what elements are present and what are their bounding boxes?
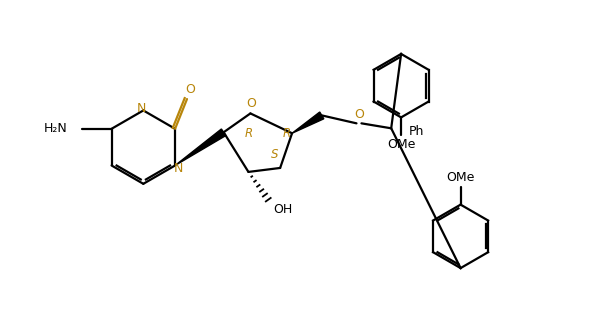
- Text: O: O: [355, 108, 364, 121]
- Text: OH: OH: [273, 203, 293, 216]
- Polygon shape: [175, 129, 226, 165]
- Text: R: R: [245, 127, 252, 140]
- Text: N: N: [137, 102, 146, 115]
- Text: O: O: [185, 83, 195, 96]
- Text: R: R: [283, 127, 291, 140]
- Text: N: N: [173, 162, 183, 175]
- Polygon shape: [292, 112, 324, 133]
- Text: OMe: OMe: [446, 171, 475, 184]
- Text: Ph: Ph: [409, 125, 424, 138]
- Text: S: S: [271, 148, 278, 161]
- Text: H₂N: H₂N: [44, 122, 68, 135]
- Text: OMe: OMe: [387, 138, 415, 151]
- Text: O: O: [246, 97, 256, 110]
